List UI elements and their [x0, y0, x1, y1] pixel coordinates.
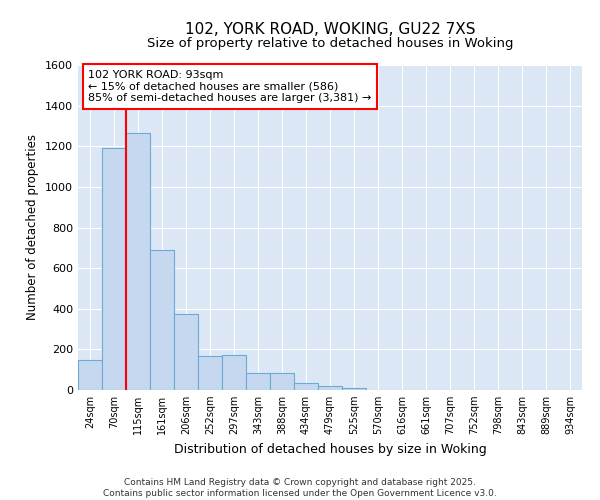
Bar [294, 384, 318, 390]
Text: 102 YORK ROAD: 93sqm
← 15% of detached houses are smaller (586)
85% of semi-deta: 102 YORK ROAD: 93sqm ← 15% of detached h… [88, 70, 371, 103]
Bar [198, 356, 222, 390]
Bar [174, 314, 198, 390]
Y-axis label: Number of detached properties: Number of detached properties [26, 134, 40, 320]
Text: Contains HM Land Registry data © Crown copyright and database right 2025.
Contai: Contains HM Land Registry data © Crown c… [103, 478, 497, 498]
Bar [126, 133, 150, 390]
Bar [342, 388, 366, 390]
Bar [222, 356, 246, 390]
Text: 102, YORK ROAD, WOKING, GU22 7XS: 102, YORK ROAD, WOKING, GU22 7XS [185, 22, 475, 38]
X-axis label: Distribution of detached houses by size in Woking: Distribution of detached houses by size … [173, 442, 487, 456]
Bar [150, 250, 174, 390]
Bar [270, 372, 294, 390]
Bar [102, 148, 126, 390]
Bar [246, 372, 270, 390]
Text: Size of property relative to detached houses in Woking: Size of property relative to detached ho… [147, 38, 513, 51]
Bar [78, 360, 102, 390]
Bar [318, 386, 342, 390]
